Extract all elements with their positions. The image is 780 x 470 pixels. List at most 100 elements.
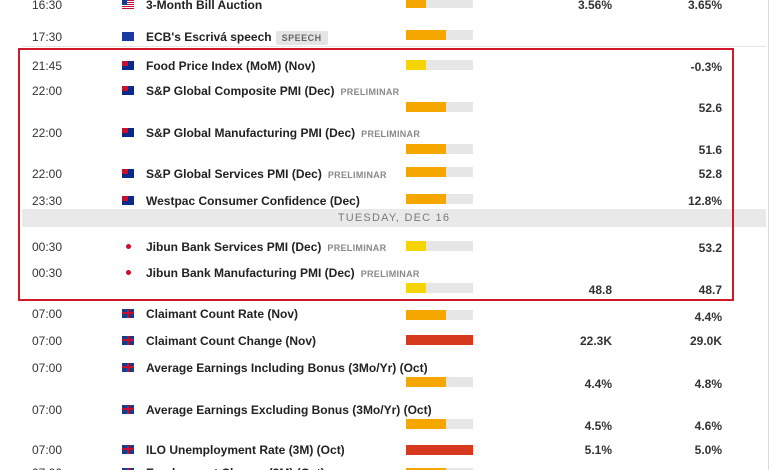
impact-bar [406, 445, 473, 455]
previous-value: 3.56% [577, 0, 612, 12]
jp-flag-icon [122, 268, 134, 277]
impact-fill [406, 310, 447, 320]
impact-fill [406, 377, 447, 387]
impact-bar [406, 419, 473, 429]
impact-bar [406, 144, 473, 154]
event-name[interactable]: Claimant Count Rate (Nov) [146, 307, 298, 321]
us-flag-icon [122, 0, 134, 9]
actual-value: 51.6 [698, 143, 722, 157]
preliminary-tag: PRELIMINAR [340, 87, 400, 97]
calendar-row[interactable]: 07:00 Average Earnings Including Bonus (3… [22, 351, 766, 394]
calendar-row[interactable]: 07:00 Claimant Count Rate (Nov) 4.4% [22, 301, 766, 326]
actual-value: 12.8% [687, 194, 722, 208]
eu-flag-icon [122, 32, 134, 41]
event-name[interactable]: Average Earnings Including Bonus (3Mo/Yr… [146, 361, 428, 375]
event-name[interactable]: Average Earnings Excluding Bonus (3Mo/Yr… [146, 403, 432, 417]
event-time: 23:30 [32, 194, 63, 208]
previous-value: 4.5% [584, 419, 612, 433]
speech-badge: SPEECH [275, 31, 328, 45]
calendar-row[interactable]: 07:00 Average Earnings Excluding Bonus (3… [22, 393, 766, 436]
event-name[interactable]: Westpac Consumer Confidence (Dec) [146, 194, 360, 208]
impact-bar [406, 377, 473, 387]
actual-value: 52.6 [698, 101, 722, 115]
event-time: 00:30 [32, 266, 63, 280]
event-name[interactable]: Employment Change (3M) (Oct) [146, 466, 325, 470]
previous-value: 5.1% [584, 443, 612, 457]
event-time: 07:00 [32, 307, 63, 321]
event-name[interactable]: S&P Global Composite PMI (Dec) PRELIMINAR [146, 84, 399, 98]
actual-value: 3.65% [687, 0, 722, 12]
impact-bar [406, 0, 473, 8]
jp-flag-icon [122, 242, 134, 251]
impact-bar [406, 283, 473, 293]
actual-value: 52.8 [698, 167, 722, 181]
calendar-row[interactable]: 22:00 S&P Global Composite PMI (Dec) PRELI… [22, 73, 766, 116]
impact-fill [406, 241, 427, 251]
event-time: 22:00 [32, 167, 63, 181]
event-name-label: 3-Month Bill Auction [146, 0, 263, 12]
event-time: 07:00 [32, 466, 62, 470]
event-time: 07:00 [32, 443, 63, 457]
calendar-row[interactable]: 07:00 Employment Change (3M) (Oct) [22, 458, 766, 470]
uk-flag-icon [122, 309, 134, 318]
calendar-row[interactable]: 17:30 ECB's Escrivá speech SPEECH [22, 18, 766, 47]
preliminary-tag: PRELIMINAR [327, 243, 387, 253]
uk-flag-icon [122, 405, 134, 414]
calendar-row[interactable]: 07:00 ILO Unemployment Rate (3M) (Oct) 5.1… [22, 435, 766, 459]
event-time: 07:00 [32, 361, 63, 375]
event-name-label: S&P Global Composite PMI (Dec) [146, 84, 335, 98]
calendar-row[interactable]: 22:00 S&P Global Manufacturing PMI (Dec) P… [22, 115, 766, 158]
au-flag-icon [122, 128, 134, 137]
impact-fill [406, 60, 427, 70]
event-name[interactable]: ILO Unemployment Rate (3M) (Oct) [146, 443, 345, 457]
event-name-label: ECB's Escrivá speech [146, 30, 272, 44]
previous-value: 48.8 [588, 283, 612, 297]
au-flag-icon [122, 61, 134, 70]
actual-value: 4.8% [694, 377, 722, 391]
event-name-label: Employment Change (3M) (Oct) [146, 466, 325, 470]
actual-value: -0.3% [690, 60, 722, 74]
impact-bar [406, 194, 473, 204]
day-separator: TUESDAY, DEC 16 [22, 209, 766, 227]
event-name-label: Jibun Bank Manufacturing PMI (Dec) [146, 266, 355, 280]
preliminary-tag: PRELIMINAR [361, 129, 421, 139]
event-time: 07:00 [32, 334, 63, 348]
impact-fill [406, 283, 427, 293]
event-name[interactable]: S&P Global Services PMI (Dec) PRELIMINAR [146, 167, 387, 181]
event-name[interactable]: S&P Global Manufacturing PMI (Dec) PRELIM… [146, 126, 420, 140]
event-time: 17:30 [32, 30, 63, 44]
impact-fill [406, 30, 447, 40]
impact-bar [406, 310, 473, 320]
event-name[interactable]: 3-Month Bill Auction [146, 0, 262, 12]
event-name[interactable]: Food Price Index (MoM) (Nov) [146, 59, 315, 73]
calendar-row[interactable]: 00:30 Jibun Bank Manufacturing PMI (Dec) P… [22, 255, 766, 302]
event-name-label: Food Price Index (MoM) (Nov) [146, 59, 316, 73]
event-name-label: S&P Global Services PMI (Dec) [146, 167, 322, 181]
impact-fill [406, 194, 447, 204]
preliminary-tag: PRELIMINAR [327, 170, 387, 180]
event-name-label: Westpac Consumer Confidence (Dec) [146, 194, 360, 208]
impact-bar [406, 241, 473, 251]
event-name[interactable]: ECB's Escrivá speech SPEECH [146, 30, 328, 45]
calendar-row[interactable]: 07:00 Claimant Count Change (Nov) 22.3K 29.… [22, 325, 766, 352]
impact-fill [406, 0, 427, 8]
actual-value: 5.0% [694, 443, 722, 457]
event-name[interactable]: Claimant Count Change (Nov) [146, 334, 316, 348]
uk-flag-icon [122, 468, 134, 470]
event-name-label: Average Earnings Excluding Bonus (3Mo/Yr… [146, 403, 432, 417]
au-flag-icon [122, 196, 134, 205]
impact-bar [406, 60, 473, 70]
event-name[interactable]: Jibun Bank Services PMI (Dec) PRELIMINAR [146, 240, 386, 254]
calendar-row[interactable]: 22:00 S&P Global Services PMI (Dec) PRELIM… [22, 157, 766, 183]
calendar-row[interactable]: 16:30 3-Month Bill Auction 3.56% 3.65% [22, 0, 766, 19]
calendar-row[interactable]: 23:30 Westpac Consumer Confidence (Dec) 12… [22, 182, 766, 210]
event-time: 16:30 [32, 0, 63, 12]
event-name[interactable]: Jibun Bank Manufacturing PMI (Dec) PRELIM… [146, 266, 420, 280]
impact-fill [406, 167, 447, 177]
impact-fill [406, 102, 447, 112]
actual-value: 4.6% [694, 419, 722, 433]
event-name-label: Claimant Count Change (Nov) [146, 334, 316, 348]
impact-fill [406, 445, 473, 455]
day-separator-label: TUESDAY, DEC 16 [337, 212, 451, 224]
impact-fill [406, 144, 447, 154]
